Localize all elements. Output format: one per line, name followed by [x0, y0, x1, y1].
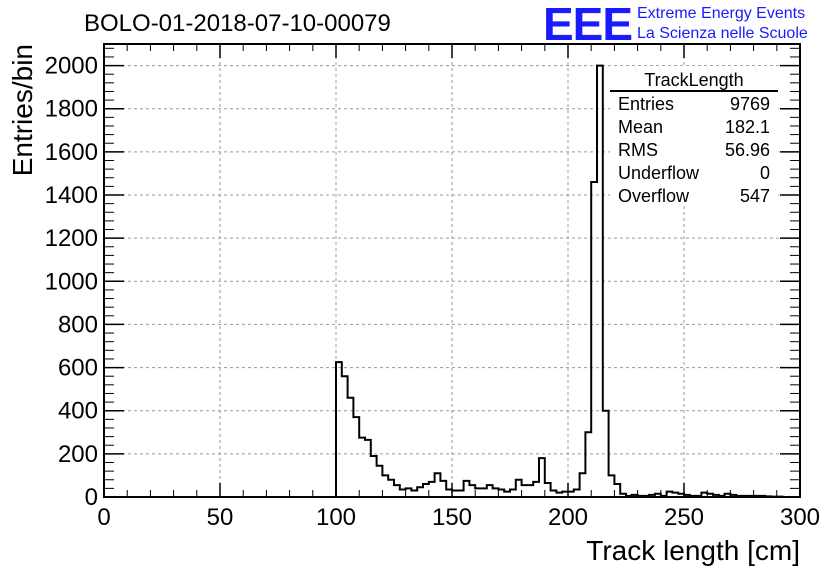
stats-value: 9769	[729, 94, 770, 114]
y-tick-label: 200	[58, 441, 98, 468]
histogram-bin	[446, 489, 452, 497]
stats-label: Mean	[618, 117, 664, 137]
histogram-bin	[481, 488, 487, 497]
stats-row-entries: Entries 9769	[618, 94, 770, 116]
stats-value: 56.96	[724, 140, 770, 160]
histogram-bin	[429, 482, 435, 497]
chart-title: BOLO-01-2018-07-10-00079	[84, 10, 391, 37]
y-tick-label: 1800	[45, 96, 98, 123]
x-axis-label: Track length [cm]	[586, 535, 800, 566]
eee-logo: EEE	[543, 0, 633, 50]
histogram-bin	[365, 440, 371, 497]
x-tick-label: 150	[432, 504, 472, 531]
histogram-bin	[527, 485, 533, 497]
stats-label: Overflow	[618, 186, 690, 206]
histogram-bin	[435, 473, 441, 497]
plot-frame	[103, 43, 801, 498]
y-tick-label: 400	[58, 398, 98, 425]
histogram-bin	[603, 411, 609, 497]
stats-box: TrackLength Entries 9769 Mean 182.1 RMS …	[610, 66, 778, 206]
histogram-bin	[614, 484, 620, 497]
stats-row-mean: Mean 182.1	[618, 117, 770, 139]
logo-caption: Extreme Energy Events La Scienza nelle S…	[637, 4, 808, 44]
histogram-bin	[406, 488, 412, 497]
y-tick-label: 2000	[45, 53, 98, 80]
histogram-bin	[597, 66, 603, 497]
histogram-bin	[464, 481, 470, 497]
histogram-bin	[545, 483, 551, 497]
logo-caption-line1: Extreme Energy Events	[637, 5, 806, 22]
y-tick-label: 1600	[45, 139, 98, 166]
histogram-bin	[585, 432, 591, 497]
stats-label: RMS	[618, 140, 658, 160]
histogram-bin	[342, 376, 348, 497]
stats-label: Entries	[618, 94, 675, 114]
axis-ticks	[103, 44, 801, 498]
histogram-bin	[487, 485, 493, 497]
histogram-bin	[371, 456, 377, 497]
histogram-bin	[475, 488, 481, 497]
histogram-bin	[469, 485, 475, 497]
histogram-bin	[580, 473, 586, 497]
stats-row-rms: RMS 56.96	[618, 140, 770, 162]
stats-box-name: TrackLength	[644, 70, 744, 90]
histogram-bin	[510, 489, 516, 497]
x-tick-label: 200	[548, 504, 588, 531]
x-tick-label: 0	[97, 504, 110, 531]
histogram-bin	[382, 475, 388, 497]
histogram-bin	[539, 458, 545, 497]
stats-box-divider	[610, 90, 778, 92]
histogram-bin	[609, 475, 615, 497]
histogram-bin	[574, 489, 580, 497]
y-axis-label: Entries/bin	[7, 44, 38, 176]
histogram-bin	[591, 182, 597, 497]
histogram-bin	[400, 489, 406, 497]
x-tick-label: 100	[316, 504, 356, 531]
y-tick-label: 600	[58, 355, 98, 382]
histogram-bin	[423, 484, 429, 497]
x-tick-label: 50	[207, 504, 234, 531]
histogram-bin	[388, 480, 394, 497]
histogram-bin	[359, 438, 365, 497]
y-tick-label: 1200	[45, 225, 98, 252]
histogram-bin	[348, 398, 354, 497]
stats-row-overflow: Overflow 547	[618, 186, 770, 208]
histogram-bin	[516, 480, 522, 497]
histogram-bin	[533, 482, 539, 497]
histogram-bin	[493, 488, 499, 497]
histogram-bin	[377, 466, 383, 497]
stats-row-underflow: Underflow 0	[618, 163, 770, 185]
histogram-bin	[522, 485, 528, 497]
tick-labels: 0 50 100 150 200 250 300 0 200 400 600 800 1000 1200 1…	[45, 53, 820, 531]
y-tick-label: 1400	[45, 182, 98, 209]
x-tick-label: 300	[780, 504, 820, 531]
histogram-bin	[394, 485, 400, 497]
histogram-bin	[440, 481, 446, 497]
y-tick-label: 800	[58, 311, 98, 338]
y-tick-label: 1000	[45, 268, 98, 295]
stats-label: Underflow	[618, 163, 700, 183]
y-tick-label: 0	[85, 484, 98, 511]
logo-caption-line2: La Scienza nelle Scuole	[637, 25, 808, 42]
grid-lines	[104, 44, 800, 497]
stats-value: 0	[759, 163, 770, 183]
histogram-bin	[336, 362, 342, 497]
x-tick-label: 250	[664, 504, 704, 531]
stats-value: 547	[739, 186, 770, 206]
histogram-bin	[417, 487, 423, 497]
histogram-bin	[353, 417, 359, 497]
stats-value: 182.1	[724, 117, 770, 137]
histogram-bin	[498, 489, 504, 497]
